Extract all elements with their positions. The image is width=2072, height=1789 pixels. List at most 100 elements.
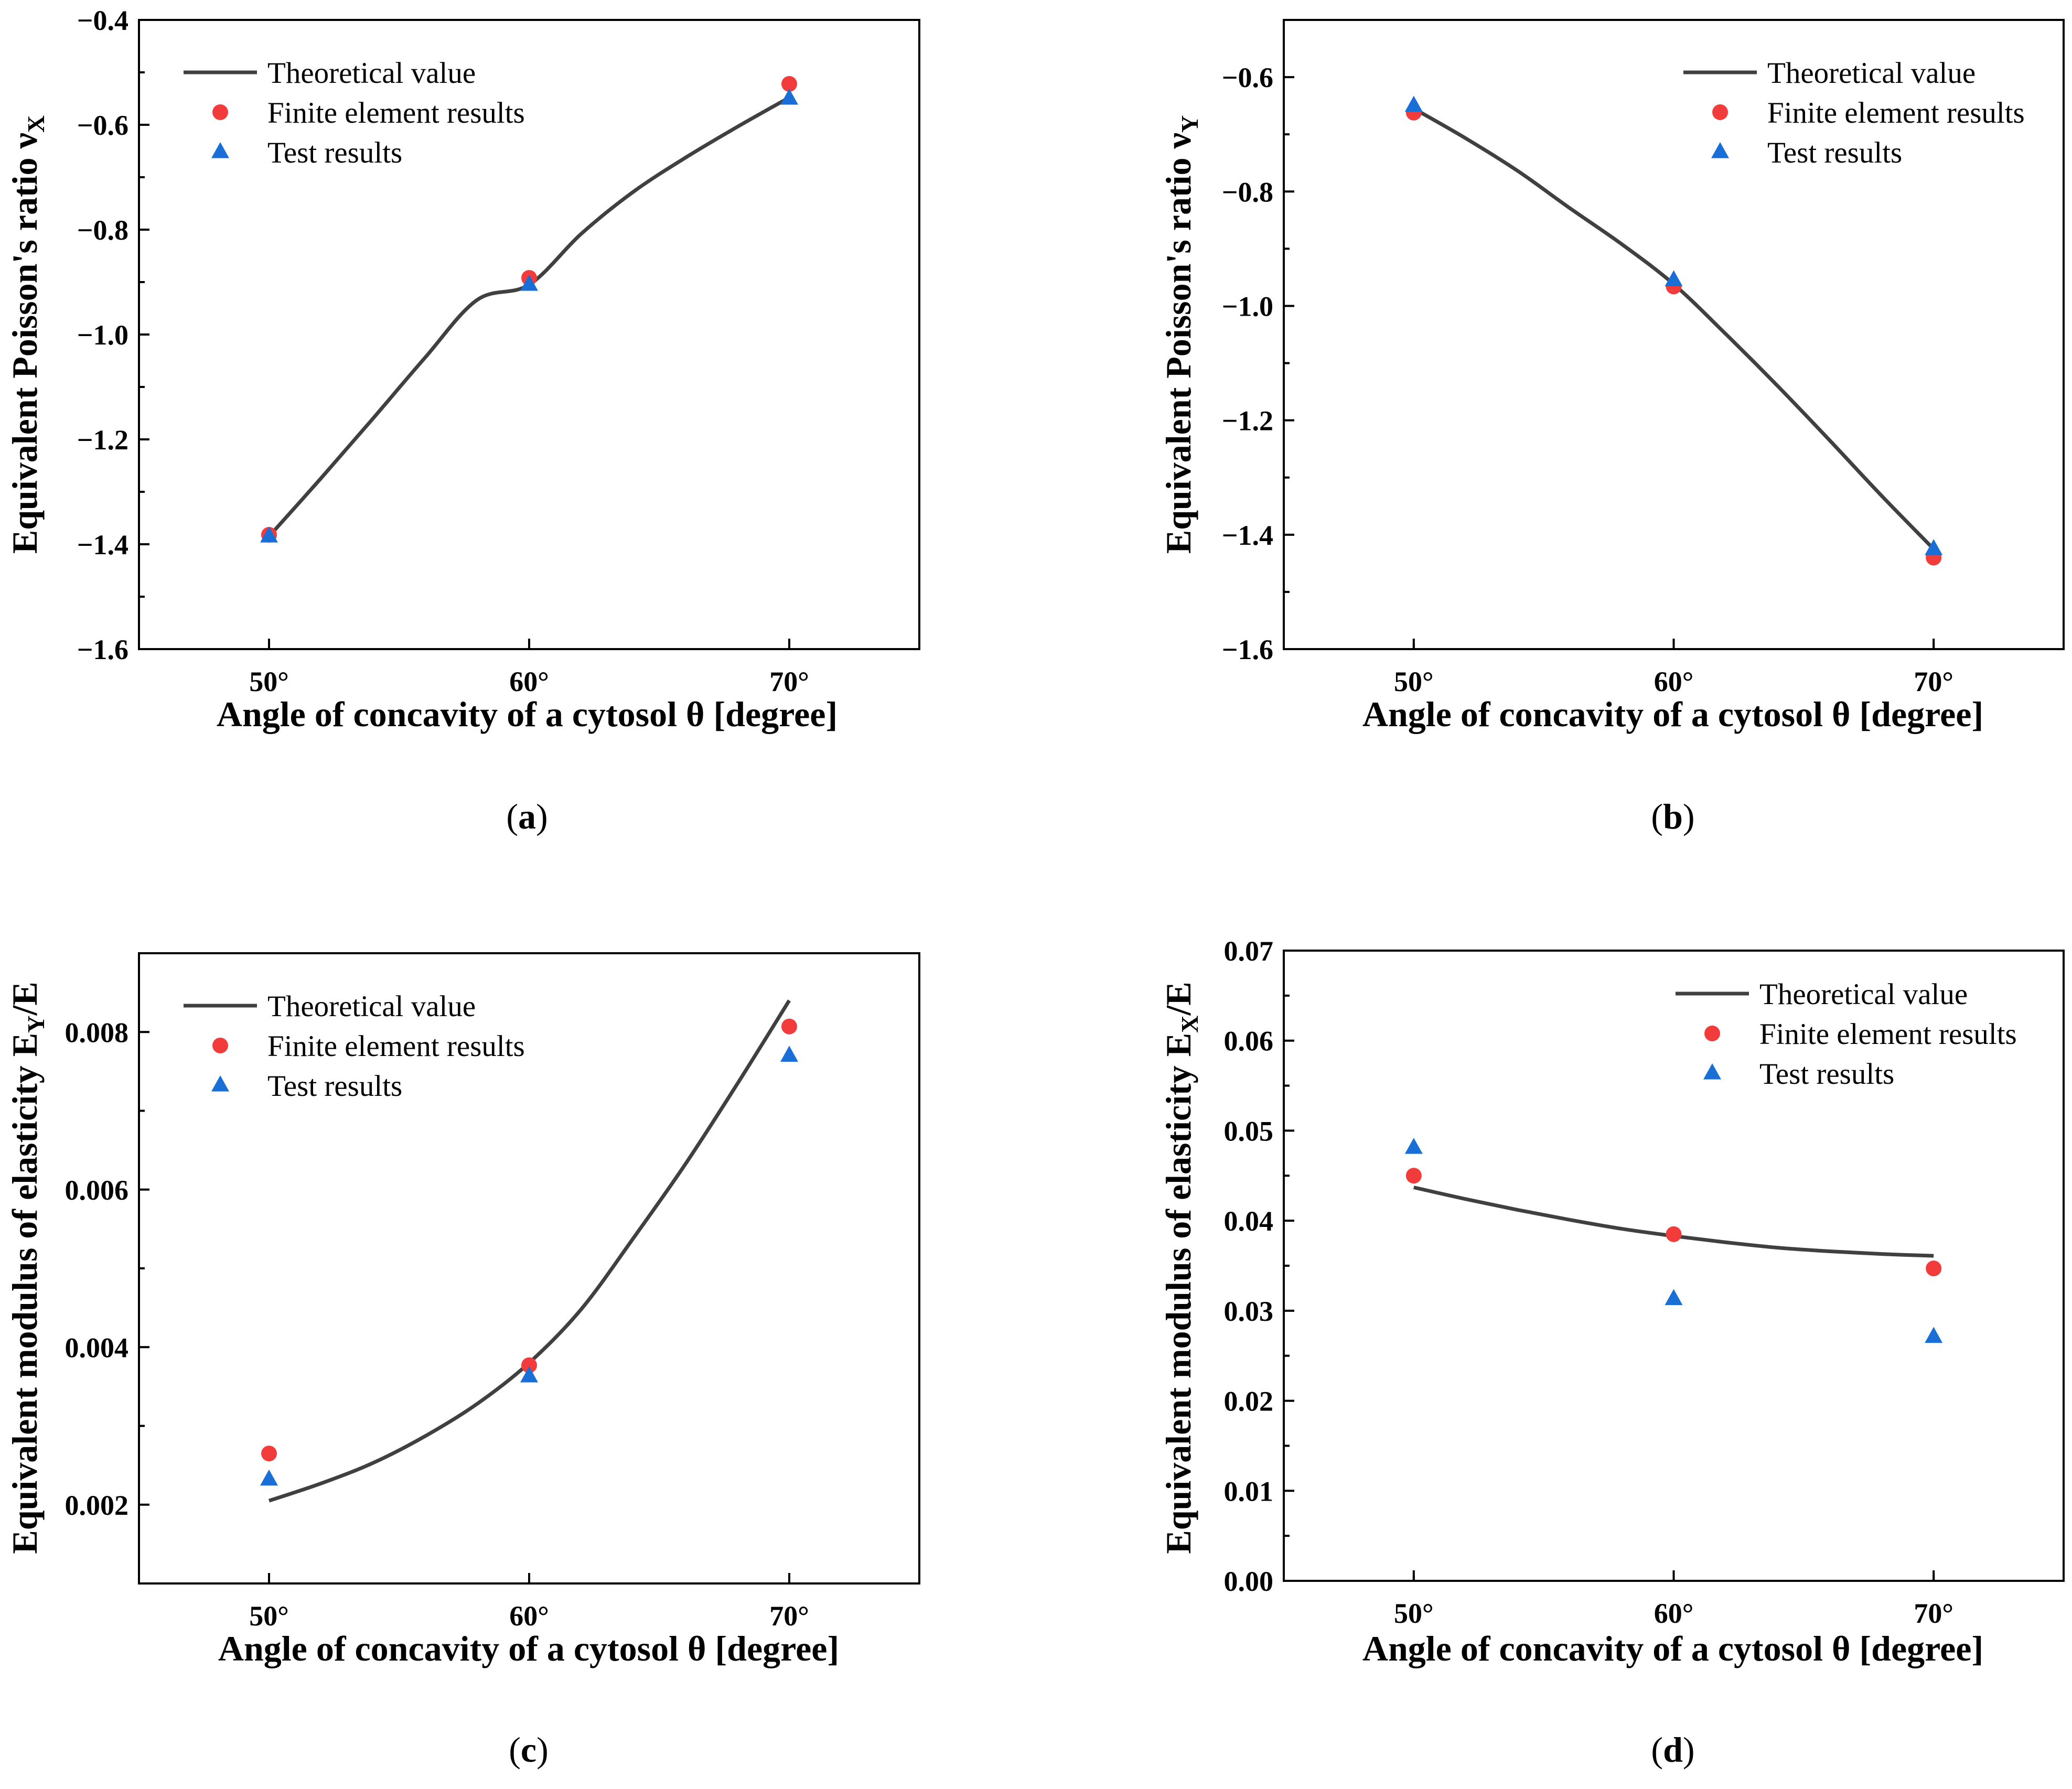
y-tick-label: −0.4: [77, 5, 128, 36]
theoretical-curve: [267, 95, 790, 538]
x-tick-label: 50°: [1394, 666, 1434, 697]
legend-label: Finite element results: [1767, 96, 2025, 130]
test-result-point: [260, 1469, 278, 1486]
fe-result-point: [261, 1446, 277, 1462]
test-result-point: [1404, 95, 1423, 112]
legend-label: Theoretical value: [267, 57, 476, 90]
test-result-point: [780, 1046, 798, 1062]
legend-label: Test results: [267, 136, 402, 169]
y-tick-label: 0.04: [1224, 1205, 1274, 1237]
legend-label: Test results: [1767, 136, 1902, 169]
legend-label: Theoretical value: [267, 990, 476, 1023]
legend-circle-swatch: [1704, 1026, 1720, 1041]
y-tick-label: −0.6: [1222, 62, 1273, 93]
y-tick-label: −1.0: [1222, 290, 1273, 322]
x-tick-label: 50°: [249, 666, 289, 697]
y-tick-label: 0.07: [1224, 935, 1274, 967]
x-tick-label: 70°: [769, 1600, 809, 1632]
y-tick-label: −0.8: [1222, 176, 1273, 208]
legend-triangle-swatch: [1711, 142, 1729, 158]
y-axis-title: Equivalent modulus of elasticity EY/E: [5, 982, 49, 1554]
test-result-point: [1925, 1327, 1943, 1343]
legend-circle-swatch: [212, 1038, 228, 1053]
legend-label: Theoretical value: [1759, 978, 1968, 1011]
test-result-point: [1925, 539, 1943, 555]
panel-label: (a): [506, 796, 547, 836]
x-tick-label: 70°: [1914, 666, 1953, 697]
legend: Theoretical value Finite element results T…: [1683, 57, 2025, 169]
y-tick-label: 0.06: [1224, 1026, 1274, 1057]
fe-result-point: [781, 1018, 797, 1034]
y-tick-label: −1.4: [1222, 520, 1273, 551]
panel-label: (b): [1651, 796, 1694, 836]
y-tick-label: −1.2: [77, 424, 128, 456]
test-result-point: [260, 526, 278, 543]
legend-label: Theoretical value: [1767, 57, 1976, 90]
x-axis-title: Angle of concavity of a cytosol θ [degre…: [1362, 1629, 1983, 1668]
panel-label: (c): [509, 1730, 549, 1770]
test-result-point: [1665, 270, 1683, 286]
x-axis-title: Angle of concavity of a cytosol θ [degre…: [1362, 694, 1983, 734]
chart-panel-c: 50° 60° 70° 0.002 0.004 0.006 0.008 Theoretical…: [5, 952, 920, 1770]
legend-triangle-swatch: [211, 1075, 229, 1092]
test-result-point: [520, 275, 538, 291]
y-tick-label: 0.02: [1224, 1386, 1274, 1417]
test-result-point: [1665, 1289, 1683, 1306]
theoretical-curve: [1413, 1186, 1934, 1258]
y-axis-title: Equivalent Poisson's ratio νY: [1158, 115, 1203, 554]
test-result-point: [780, 89, 798, 105]
y-tick-label: −1.6: [1222, 634, 1273, 665]
legend-triangle-swatch: [211, 142, 229, 158]
legend-label: Finite element results: [267, 96, 525, 130]
y-tick-label: 0.03: [1224, 1296, 1274, 1327]
fe-result-point: [781, 76, 797, 92]
x-tick-label: 70°: [1914, 1598, 1953, 1629]
chart-panel-d: 50° 60° 70° 0.00 0.01 0.02 0.03 0.04 0.05 0.06 0.0…: [1158, 935, 2065, 1770]
y-tick-label: −1.0: [77, 319, 128, 351]
theoretical-curve: [1413, 107, 1935, 551]
x-tick-label: 60°: [509, 1600, 549, 1632]
legend-label: Finite element results: [267, 1030, 525, 1063]
chart-panel-a: 50° 60° 70° −1.6 −1.4 −1.2 −1.0 −0.8 −0.6 −0.4 The…: [5, 5, 920, 836]
legend-label: Test results: [1759, 1058, 1894, 1091]
y-tick-label: 0.006: [65, 1174, 129, 1206]
y-axis-title: Equivalent modulus of elasticity EX/E: [1158, 982, 1203, 1554]
y-tick-label: 0.004: [65, 1332, 129, 1363]
x-axis-title: Angle of concavity of a cytosol θ [degre…: [217, 694, 838, 734]
legend: Theoretical value Finite element results T…: [184, 990, 525, 1103]
y-axis-title: Equivalent Poisson's ratio νX: [5, 115, 49, 554]
theoretical-curve: [268, 999, 791, 1503]
legend-label: Finite element results: [1759, 1018, 2017, 1051]
legend-label: Test results: [267, 1070, 402, 1103]
y-tick-label: 0.008: [65, 1017, 129, 1048]
y-tick-label: −0.8: [77, 214, 128, 246]
y-tick-label: −1.4: [77, 529, 128, 561]
legend: Theoretical value Finite element results T…: [1676, 978, 2017, 1091]
panel-label: (d): [1651, 1730, 1694, 1770]
legend-circle-swatch: [212, 104, 228, 120]
x-axis-title: Angle of concavity of a cytosol θ [degre…: [218, 1629, 839, 1668]
plot-frame: [138, 19, 920, 650]
test-result-point: [520, 1366, 538, 1383]
legend-circle-swatch: [1712, 104, 1728, 120]
y-tick-label: 0.00: [1224, 1566, 1274, 1597]
x-tick-label: 50°: [249, 1600, 289, 1632]
x-tick-label: 60°: [1654, 666, 1694, 697]
x-tick-label: 60°: [509, 666, 549, 697]
fe-result-point: [1926, 1260, 1942, 1277]
legend: Theoretical value Finite element results T…: [184, 57, 525, 169]
y-tick-label: −1.2: [1222, 405, 1273, 437]
x-tick-label: 60°: [1654, 1598, 1694, 1629]
fe-result-point: [1666, 1226, 1682, 1242]
fe-result-point: [521, 1357, 537, 1373]
y-tick-label: −1.6: [77, 634, 128, 665]
plot-frame: [138, 952, 920, 1585]
test-result-point: [1404, 1138, 1423, 1154]
x-tick-label: 70°: [769, 666, 809, 697]
fe-result-point: [1405, 1168, 1422, 1184]
y-tick-label: 0.002: [65, 1490, 129, 1521]
legend-triangle-swatch: [1703, 1063, 1721, 1080]
y-tick-label: 0.01: [1224, 1475, 1274, 1507]
chart-panel-b: 50° 60° 70° −1.6 −1.4 −1.2 −1.0 −0.8 −0.6 Theoret…: [1158, 19, 2065, 836]
